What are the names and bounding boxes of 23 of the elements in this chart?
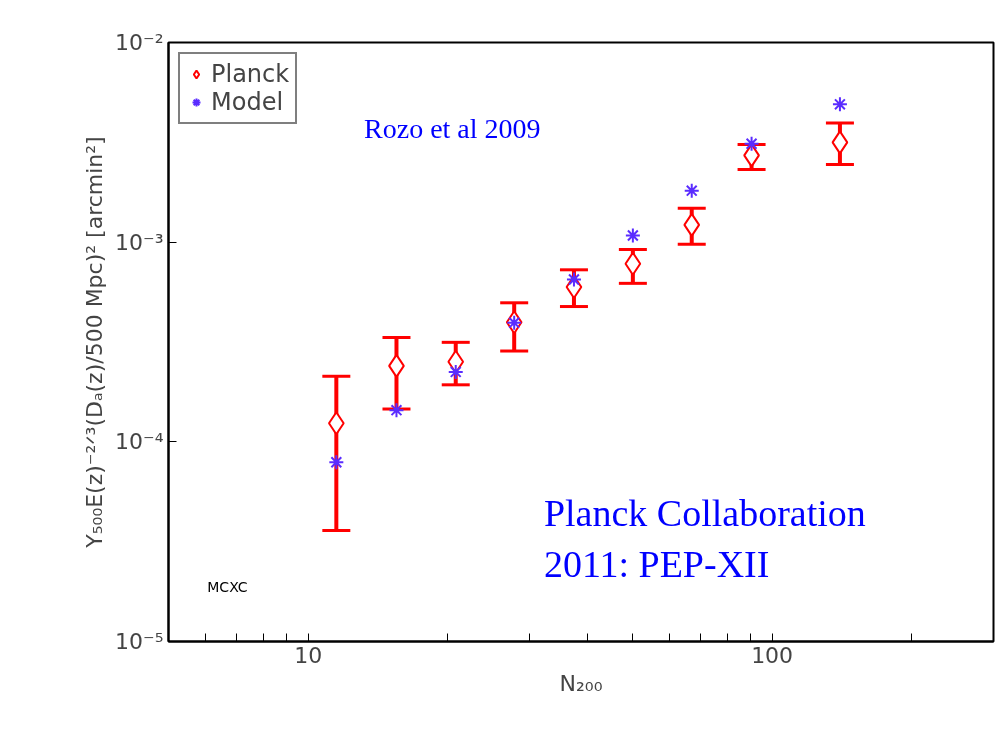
point	[624, 251, 642, 276]
legend-label: Planck	[211, 60, 290, 88]
point	[683, 182, 700, 199]
y-tick-label: 10⁻⁵	[115, 629, 164, 654]
x-tick-label: 10	[294, 642, 323, 668]
legend-label: Model	[211, 88, 284, 116]
point	[506, 314, 523, 331]
y-axis-title: Y₅₀₀E(z)⁻²ᐟ³(Dₐ(z)/500 Mpc)² [arcmin²]	[82, 136, 108, 549]
x-axis-title: N₂₀₀	[559, 670, 603, 696]
point	[743, 135, 760, 152]
x-tick-label: 100	[751, 642, 794, 668]
y-tick-label: 10⁻⁴	[115, 429, 164, 455]
y-tick-label: 10⁻³	[115, 229, 164, 255]
point	[447, 363, 464, 380]
point	[624, 227, 641, 244]
point	[683, 212, 701, 237]
point	[328, 454, 345, 471]
annotation: MCXC	[207, 579, 248, 596]
point	[565, 271, 582, 288]
annotation: Planck Collaboration 2011: PEP-XII	[543, 491, 866, 585]
y-tick-label: 10⁻²	[115, 30, 164, 55]
point	[388, 402, 405, 419]
annotation: Rozo et al 2009	[364, 113, 541, 145]
